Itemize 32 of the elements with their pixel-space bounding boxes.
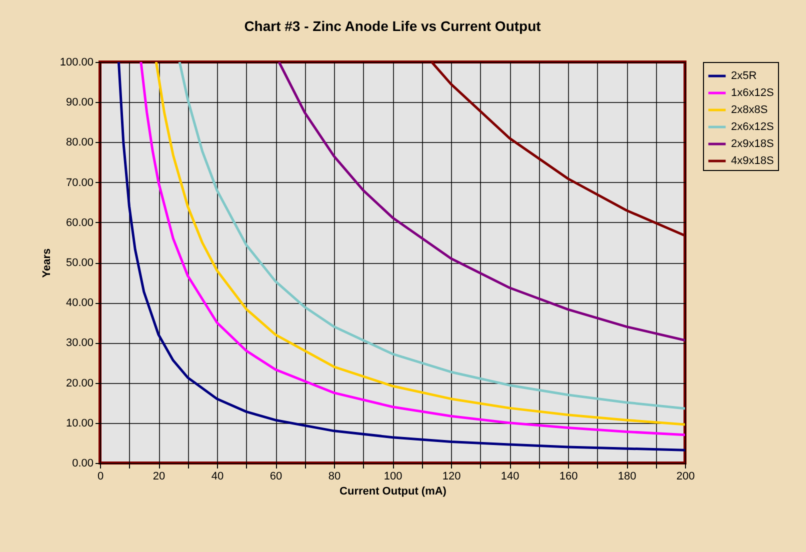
x-tick-label: 40 (211, 470, 224, 482)
y-tick-label: 80.00 (66, 136, 94, 149)
legend-label: 1x6x12S (731, 87, 774, 99)
y-tick-label: 20.00 (66, 377, 94, 390)
x-tick-label: 200 (676, 470, 695, 482)
x-tick-label: 0 (97, 470, 104, 482)
x-tick-label: 180 (618, 470, 636, 482)
y-tick-label: 60.00 (66, 216, 94, 229)
line-series (278, 62, 685, 342)
legend-label: 4x9x18S (731, 155, 774, 167)
y-tick-label: 40.00 (66, 297, 94, 310)
x-tick-label: 120 (442, 470, 461, 482)
legend-label: 2x9x18S (731, 138, 774, 150)
y-axis-title: Years (40, 248, 53, 278)
x-tick-label: 160 (559, 470, 578, 482)
legend-label: 2x5R (731, 70, 757, 82)
legend-label: 2x6x12S (731, 121, 774, 133)
y-tick-label: 0.00 (72, 458, 94, 470)
y-tick-label: 70.00 (66, 176, 94, 189)
y-tick-label: 90.00 (66, 96, 94, 109)
y-tick-label: 100.00 (60, 56, 94, 68)
x-tick-label: 80 (328, 470, 341, 482)
chart-title: Chart #3 - Zinc Anode Life vs Current Output (244, 18, 542, 34)
x-tick-label: 20 (152, 470, 166, 482)
x-tick-label: 140 (500, 470, 520, 482)
x-axis-title: Current Output (mA) (340, 486, 447, 498)
y-tick-label: 30.00 (66, 337, 94, 350)
x-tick-label: 60 (270, 470, 282, 482)
y-tick-label: 50.00 (66, 257, 94, 269)
x-tick-label: 100 (384, 470, 402, 482)
legend-label: 2x8x8S (731, 104, 768, 116)
y-tick-label: 10.00 (66, 417, 94, 430)
